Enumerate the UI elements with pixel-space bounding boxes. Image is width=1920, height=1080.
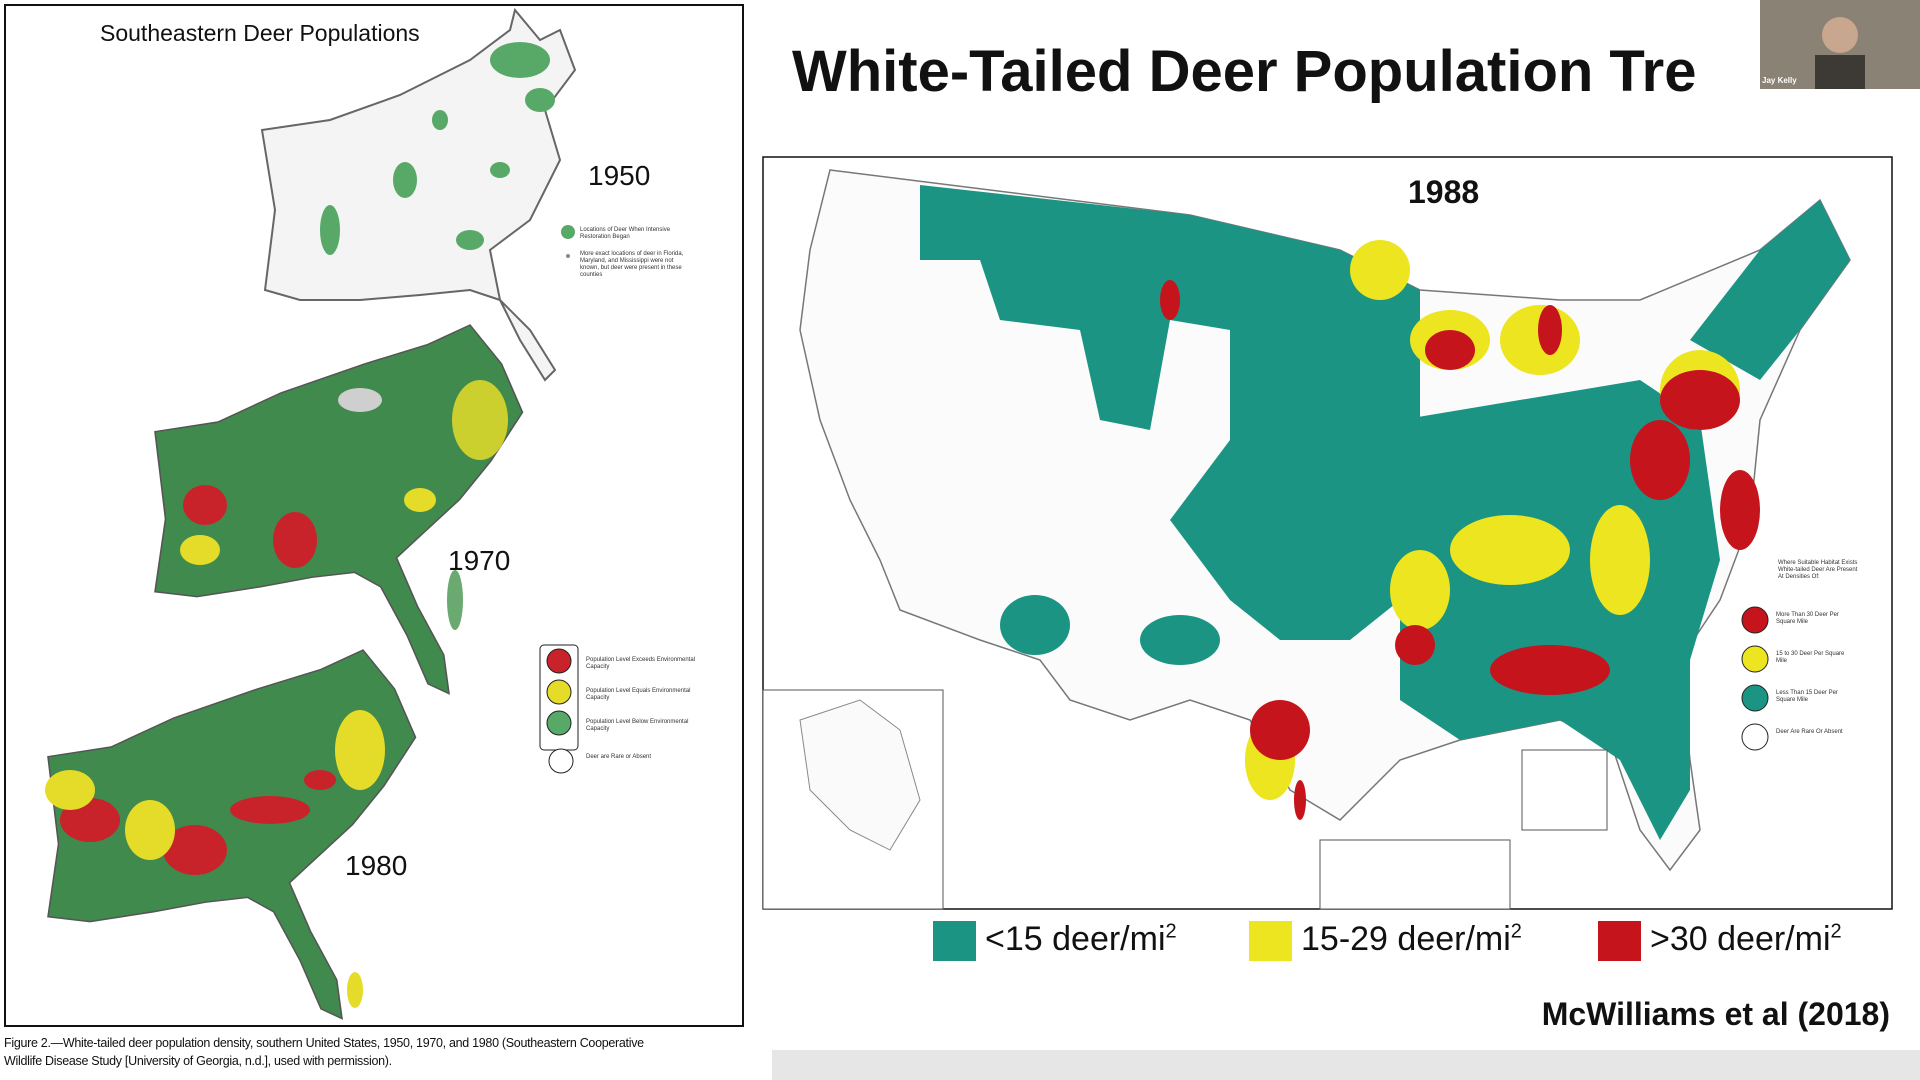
alaska-outline bbox=[799, 699, 921, 851]
legend-swatch bbox=[566, 254, 570, 258]
puerto-rico-inset bbox=[1319, 839, 1511, 910]
legend-text: Population Level Below Environmental Cap… bbox=[586, 719, 689, 732]
legend-swatch bbox=[546, 679, 572, 705]
legend-title: Where Suitable Habitat Exists White-tail… bbox=[1778, 560, 1858, 580]
legend-label: >30 deer/mi2 bbox=[1650, 920, 1842, 959]
legend-swatch bbox=[548, 748, 574, 774]
figure-caption: Figure 2.—White-tailed deer population d… bbox=[4, 1036, 644, 1050]
legend-text: Locations of Deer When Intensive Restora… bbox=[580, 227, 671, 240]
slide-shadow bbox=[772, 1050, 1920, 1080]
legend-swatch bbox=[1598, 921, 1641, 961]
legend-superscript: 2 bbox=[1510, 920, 1522, 943]
citation: McWilliams et al (2018) bbox=[1541, 996, 1890, 1032]
webcam-person bbox=[1815, 55, 1865, 89]
legend-text: 15-29 deer/mi bbox=[1301, 920, 1511, 958]
virgin-islands-inset bbox=[1521, 749, 1608, 831]
legend-label: <15 deer/mi2 bbox=[985, 920, 1177, 959]
left-figure-title: Southeastern Deer Populations bbox=[100, 20, 420, 46]
legend-label: 15-29 deer/mi2 bbox=[1301, 920, 1522, 959]
year-label: 1970 bbox=[448, 545, 511, 576]
teal-region bbox=[920, 185, 1850, 840]
legend-text: Less Than 15 Deer Per Square Mile bbox=[1776, 690, 1838, 703]
legend-swatch bbox=[1249, 921, 1292, 961]
map-1950 bbox=[260, 7, 577, 382]
red-region bbox=[1160, 280, 1760, 820]
webcam-name: Jay Kelly bbox=[1762, 76, 1797, 85]
legend-text: >30 deer/mi bbox=[1650, 920, 1831, 958]
legend-text: Population Level Exceeds Environmental C… bbox=[586, 657, 696, 670]
map-1980 bbox=[45, 649, 417, 1020]
legend-text: More exact locations of deer in Florida,… bbox=[580, 251, 684, 278]
slide-title: White-Tailed Deer Population Tre bbox=[792, 39, 1697, 104]
legend-swatch bbox=[933, 921, 976, 961]
region-outline bbox=[260, 7, 577, 382]
legend-text: 15 to 30 Deer Per Square Mile bbox=[1776, 651, 1845, 664]
legend-text: Deer Are Rare Or Absent bbox=[1776, 729, 1843, 735]
legend-text: Deer are Rare or Absent bbox=[586, 754, 652, 760]
year-label: 1980 bbox=[345, 850, 408, 881]
legend-swatch bbox=[546, 710, 572, 736]
legend-superscript: 2 bbox=[1165, 920, 1177, 943]
legend-swatch bbox=[1741, 723, 1769, 751]
green-patches bbox=[320, 42, 555, 255]
figure-caption: Wildlife Disease Study [University of Ge… bbox=[4, 1054, 392, 1068]
map-1970 bbox=[154, 324, 524, 695]
legend-swatch bbox=[546, 648, 572, 674]
year-label: 1950 bbox=[588, 160, 651, 191]
legend-text: <15 deer/mi bbox=[985, 920, 1166, 958]
legend-superscript: 2 bbox=[1830, 920, 1842, 943]
legend-swatch bbox=[1741, 645, 1769, 673]
density-patches bbox=[45, 710, 385, 1008]
legend-swatch bbox=[1741, 684, 1769, 712]
webcam-person bbox=[1822, 17, 1858, 53]
legend-swatch bbox=[561, 225, 575, 239]
legend-text: More Than 30 Deer Per Square Mile bbox=[1776, 612, 1839, 625]
legend-swatch bbox=[1741, 606, 1769, 634]
density-patches bbox=[180, 380, 508, 630]
legend-text: Population Level Equals Environmental Ca… bbox=[586, 688, 691, 701]
right-figure-year: 1988 bbox=[1408, 174, 1480, 210]
